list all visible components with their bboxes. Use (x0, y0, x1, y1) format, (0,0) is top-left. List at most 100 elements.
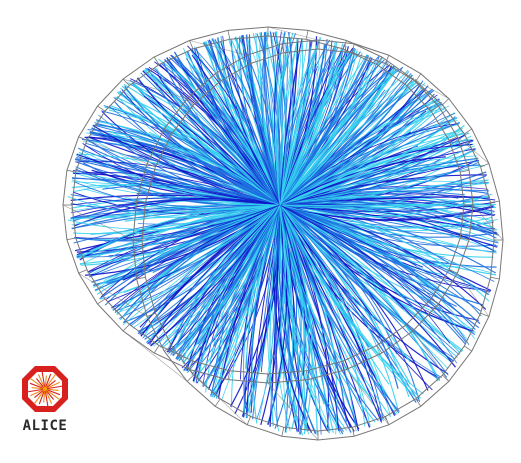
frame-spoke (351, 427, 355, 437)
track (250, 204, 281, 413)
frame-spoke (464, 345, 473, 352)
track (279, 171, 487, 206)
logo-ray (44, 385, 64, 390)
track (91, 127, 281, 206)
frame-spoke (305, 370, 309, 380)
logo-ray (44, 373, 52, 390)
track (70, 204, 281, 220)
frame-connector (122, 330, 188, 382)
track (279, 37, 288, 206)
track (70, 197, 281, 206)
track (279, 88, 434, 206)
frame-connector (267, 382, 319, 441)
track (279, 101, 443, 206)
track (279, 38, 299, 206)
track (210, 204, 281, 397)
frame-connector (457, 136, 490, 164)
track (279, 204, 446, 258)
track (101, 110, 281, 206)
track (113, 97, 281, 206)
track (172, 204, 281, 357)
track (279, 193, 489, 213)
track (279, 37, 322, 206)
track (279, 38, 303, 206)
track (279, 204, 484, 306)
track (153, 204, 281, 347)
track (278, 204, 296, 378)
logo-ray (33, 388, 46, 405)
track (251, 204, 281, 424)
frame-spoke (281, 43, 285, 53)
track (71, 204, 281, 226)
track (279, 66, 395, 206)
frame-spoke (342, 40, 347, 50)
logo-ray (30, 388, 46, 397)
track (279, 204, 454, 362)
track (94, 122, 281, 206)
logo-ray (29, 382, 46, 390)
track (111, 204, 281, 309)
track (279, 204, 449, 376)
track (279, 204, 379, 422)
track (279, 204, 433, 391)
track (279, 204, 302, 430)
frame-spoke (281, 427, 285, 437)
logo-ray (44, 388, 55, 400)
logo-ray (38, 388, 46, 405)
frame-spoke (186, 98, 194, 106)
track (84, 204, 281, 276)
track (269, 204, 281, 427)
frame-spoke (415, 73, 422, 82)
track (279, 204, 494, 220)
track (210, 40, 281, 206)
alice-logo-text: ALICE (22, 418, 68, 434)
track (279, 203, 497, 207)
track (279, 74, 413, 206)
track (222, 35, 281, 206)
frame-spoke (246, 55, 251, 64)
track (150, 204, 281, 346)
track (279, 204, 480, 329)
track (279, 159, 480, 206)
track (279, 78, 417, 206)
logo-ray (34, 388, 46, 399)
track (279, 175, 446, 206)
track (264, 31, 281, 206)
track (93, 204, 281, 288)
frame-connector (412, 330, 450, 382)
frame-spoke (490, 200, 500, 204)
track (279, 37, 292, 206)
frame-spoke (490, 276, 500, 280)
logo-ray (41, 370, 46, 390)
track (279, 204, 399, 389)
frame-connector (346, 369, 390, 425)
track (87, 204, 281, 273)
track (279, 69, 398, 206)
logo-ray (26, 388, 46, 393)
alice-logo-icon (22, 366, 68, 412)
track (279, 41, 338, 206)
track (189, 63, 281, 206)
frame-spoke (186, 374, 194, 382)
track (279, 204, 308, 432)
frame-spoke (189, 40, 194, 50)
track (279, 179, 489, 206)
frame-spoke (214, 73, 221, 82)
frame-connector (189, 369, 248, 426)
track (279, 204, 352, 429)
frame-spoke (460, 169, 470, 173)
logo-ray (44, 388, 59, 391)
frame-spoke (146, 163, 156, 168)
frame-connector (122, 78, 188, 99)
logo-ray (29, 377, 46, 390)
frame-spoke (163, 345, 172, 352)
track (279, 196, 490, 209)
track (139, 204, 281, 239)
track (279, 82, 426, 206)
frame-spoke (406, 78, 414, 86)
frame-spoke (480, 163, 490, 168)
track (279, 58, 373, 206)
frame-spoke (97, 298, 106, 305)
track (279, 204, 459, 268)
track (279, 82, 421, 206)
